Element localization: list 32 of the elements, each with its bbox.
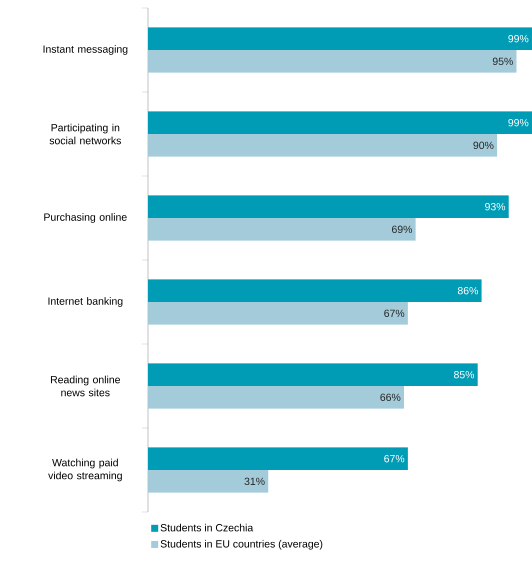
data-label: 67% — [384, 454, 404, 462]
data-label: 31% — [244, 478, 265, 486]
bar — [148, 470, 268, 493]
data-label: 99% — [508, 34, 528, 42]
y-tick-label: Reading online news sites — [50, 376, 120, 396]
data-label: 86% — [458, 286, 478, 294]
data-label: 69% — [392, 226, 412, 234]
bar — [148, 195, 509, 218]
bar — [148, 279, 482, 302]
legend-label: Students in Czechia — [160, 524, 254, 532]
y-tick-label: Purchasing online — [44, 213, 127, 223]
data-label: 67% — [384, 310, 404, 318]
y-tick-label: Internet banking — [48, 297, 122, 307]
data-label: 99% — [508, 118, 528, 126]
y-tick-label: Instant messaging — [44, 45, 128, 55]
legend-label: Students in EU countries (average) — [160, 540, 322, 550]
bar — [148, 302, 408, 325]
bar — [148, 111, 532, 134]
bar — [148, 134, 498, 157]
bar — [148, 50, 516, 73]
data-label: 95% — [492, 58, 513, 66]
data-label: 66% — [380, 394, 400, 402]
y-tick-label: Participating in social networks — [50, 124, 121, 144]
data-label: 93% — [485, 202, 506, 210]
data-label: 90% — [473, 142, 494, 150]
data-label: 85% — [454, 370, 474, 378]
bar — [148, 218, 416, 241]
bar — [148, 363, 478, 386]
bar — [148, 27, 532, 50]
bar — [148, 447, 408, 470]
y-tick-label: Watching paid video streaming — [48, 458, 122, 482]
bar — [148, 386, 404, 409]
